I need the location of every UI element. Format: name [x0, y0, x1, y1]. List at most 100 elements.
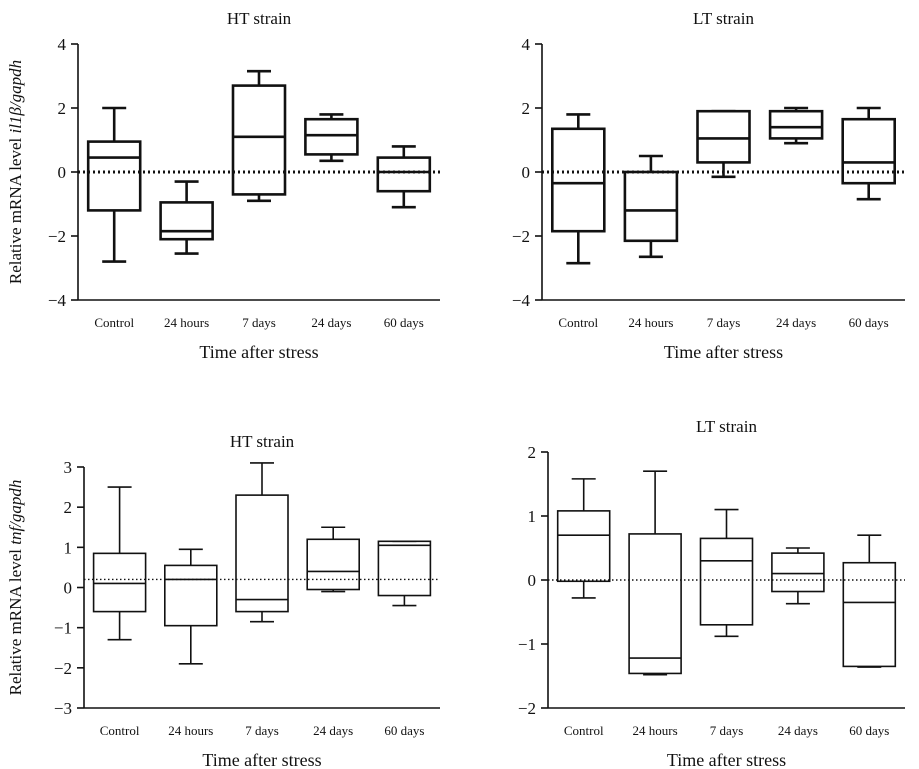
x-tick-label: 60 days: [384, 315, 424, 330]
y-tick-label: −1: [54, 619, 72, 638]
box-5: [841, 106, 897, 201]
iqr-box: [699, 537, 754, 626]
box-5: [376, 145, 432, 209]
x-axis-label: Time after stress: [199, 342, 318, 362]
box-3: [699, 508, 754, 638]
box-4: [304, 113, 359, 163]
box-3: [231, 69, 287, 203]
x-tick-label: 24 days: [778, 723, 818, 738]
panels: HT strain −4 −2 0 2 4 Control 24 hours 7 days 24 …: [6, 9, 905, 769]
x-tick-label: 24 hours: [164, 315, 209, 330]
box-2: [623, 154, 679, 259]
x-tick-label: 60 days: [849, 315, 889, 330]
x-tick-label: 60 days: [849, 723, 889, 738]
y-tick-label: 4: [522, 35, 531, 54]
iqr-box: [235, 494, 289, 613]
iqr-box: [550, 127, 606, 233]
x-axis-label: Time after stress: [202, 750, 321, 769]
iqr-box: [306, 538, 361, 591]
y-tick-label: −2: [518, 699, 536, 718]
box-2: [164, 548, 218, 665]
y-tick-label: 2: [522, 99, 531, 118]
y-tick-label: −4: [48, 291, 67, 310]
x-tick-label: 7 days: [707, 315, 741, 330]
box-1: [92, 486, 147, 641]
y-tick-label: 0: [522, 163, 531, 182]
iqr-box: [556, 510, 611, 583]
y-tick-label: −3: [54, 699, 72, 718]
iqr-box: [696, 109, 751, 164]
x-tick-label: 24 hours: [628, 315, 673, 330]
box-2: [159, 180, 214, 255]
iqr-box: [92, 552, 147, 613]
y-axis-label-text: Relative mRNA level: [6, 134, 25, 285]
x-tick-label: 24 days: [313, 723, 353, 738]
x-tick-label: 24 hours: [168, 723, 213, 738]
x-tick-label: Control: [100, 723, 140, 738]
y-axis-label-gene: il1β/gapdh: [6, 60, 25, 134]
chart-panel-3: HT strain −3 −2 −1 0 1 2 3 Control 24 hours 7 days…: [6, 432, 440, 769]
box-4: [306, 526, 361, 593]
x-tick-label: 24 days: [311, 315, 351, 330]
x-tick-label: 24 hours: [633, 723, 678, 738]
x-tick-label: Control: [558, 315, 598, 330]
box-4: [768, 106, 824, 145]
iqr-box: [376, 156, 432, 193]
iqr-box: [771, 552, 825, 593]
y-tick-label: −2: [48, 227, 66, 246]
iqr-box: [628, 533, 682, 675]
iqr-box: [86, 140, 142, 212]
x-tick-label: 7 days: [245, 723, 279, 738]
chart-panel-2: LT strain −4 −2 0 2 4 Control 24 hours 7 days 24 …: [512, 9, 905, 362]
y-tick-label: −2: [54, 659, 72, 678]
box-1: [86, 106, 142, 263]
y-tick-label: −1: [518, 635, 536, 654]
iqr-box: [842, 561, 897, 668]
y-tick-label: 2: [58, 99, 67, 118]
y-tick-label: 1: [64, 538, 73, 557]
y-axis-label: Relative mRNA level tnf/gapdh: [6, 480, 25, 696]
box-3: [235, 462, 289, 623]
x-tick-label: 60 days: [384, 723, 424, 738]
y-tick-label: 4: [58, 35, 67, 54]
y-tick-label: 2: [528, 443, 537, 462]
iqr-box: [231, 84, 287, 196]
iqr-box: [623, 170, 679, 243]
box-3: [696, 109, 751, 179]
y-tick-label: 2: [64, 498, 73, 517]
x-tick-label: 24 days: [776, 315, 816, 330]
chart-title: HT strain: [230, 432, 295, 451]
y-tick-label: 1: [528, 507, 537, 526]
iqr-box: [841, 117, 897, 185]
x-axis-label: Time after stress: [667, 750, 786, 769]
chart-title: LT strain: [693, 9, 754, 28]
y-axis-label-text: Relative mRNA level: [6, 545, 25, 696]
y-tick-label: 0: [58, 163, 67, 182]
chart-panel-1: HT strain −4 −2 0 2 4 Control 24 hours 7 days 24 …: [6, 9, 440, 362]
x-tick-label: Control: [564, 723, 604, 738]
iqr-box: [164, 564, 218, 627]
y-axis-label: Relative mRNA level il1β/gapdh: [6, 60, 25, 284]
box-4: [771, 547, 825, 605]
iqr-box: [768, 109, 824, 140]
box-1: [550, 113, 606, 265]
y-axis-label-gene: tnf/gapdh: [6, 480, 25, 545]
x-tick-label: Control: [94, 315, 134, 330]
box-5: [377, 540, 432, 607]
box-1: [556, 478, 611, 599]
iqr-box: [159, 201, 214, 241]
y-tick-label: 0: [64, 579, 73, 598]
y-tick-label: 0: [528, 571, 537, 590]
box-2: [628, 470, 682, 676]
chart-title: HT strain: [227, 9, 292, 28]
y-tick-label: −2: [512, 227, 530, 246]
iqr-box: [304, 117, 359, 156]
chart-title: LT strain: [696, 417, 757, 436]
box-5: [842, 534, 897, 668]
y-tick-label: 3: [64, 458, 73, 477]
x-tick-label: 7 days: [710, 723, 744, 738]
x-axis-label: Time after stress: [664, 342, 783, 362]
iqr-box: [377, 540, 432, 597]
x-tick-label: 7 days: [242, 315, 276, 330]
